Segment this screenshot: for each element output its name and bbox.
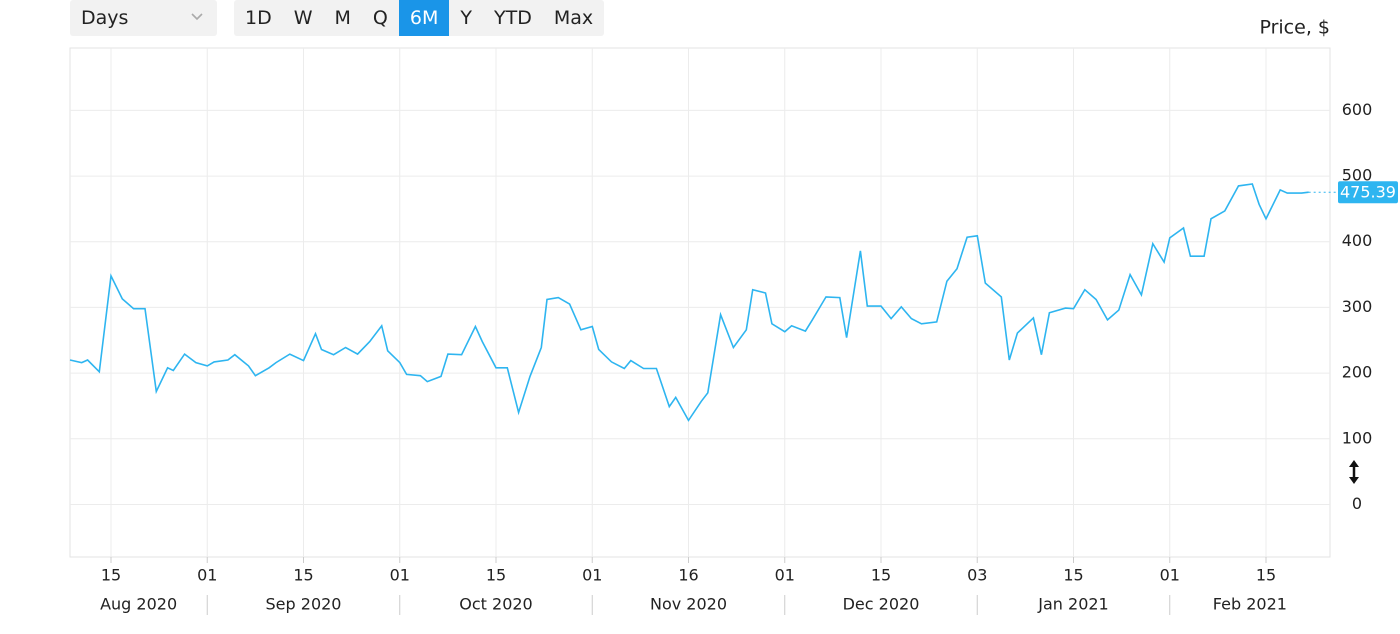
interval-text: Days [81, 7, 129, 29]
y-tick-label: 300 [1342, 297, 1373, 316]
x-tick-label: 01 [775, 566, 795, 585]
month-label: Aug 2020 [100, 595, 177, 614]
range-button[interactable]: Y [460, 7, 472, 29]
interval-dropdown[interactable]: Days [70, 0, 217, 36]
month-label: Dec 2020 [843, 595, 920, 614]
x-tick-label: 01 [1160, 566, 1180, 585]
x-tick-label: 01 [582, 566, 602, 585]
x-tick-label: 15 [486, 566, 506, 585]
resize-icon [1349, 460, 1359, 484]
range-button[interactable]: 6M [398, 0, 450, 36]
y-axis-label: Price, $ [1259, 17, 1330, 39]
month-label: Oct 2020 [459, 595, 532, 614]
y-tick-label: 100 [1342, 428, 1373, 447]
y-tick-label: 0 [1352, 494, 1362, 513]
price-line [69, 183, 1309, 422]
x-tick-label: 15 [1063, 566, 1083, 585]
x-tick-label: 15 [871, 566, 891, 585]
month-label: Nov 2020 [650, 595, 727, 614]
range-button[interactable]: 1D [245, 7, 272, 29]
last-price-label: 475.39 [1340, 183, 1396, 202]
last-price-badge [1338, 181, 1398, 204]
y-tick-label: 200 [1342, 363, 1373, 382]
month-label: Feb 2021 [1213, 595, 1287, 614]
y-tick-label: 600 [1342, 100, 1373, 119]
x-tick-label: 15 [101, 566, 121, 585]
range-button[interactable]: Q [372, 7, 388, 29]
range-button[interactable]: YTD [493, 7, 532, 29]
x-tick-label: 01 [197, 566, 217, 585]
month-label: Jan 2021 [1037, 595, 1108, 614]
dropdown-caret [191, 13, 203, 21]
plot-frame [69, 47, 1331, 558]
y-tick-label: 500 [1342, 166, 1373, 185]
y-tick-label: 400 [1342, 231, 1373, 250]
range-button[interactable]: Max [553, 7, 594, 29]
x-tick-label: 01 [390, 566, 410, 585]
x-tick-label: 15 [293, 566, 313, 585]
range-button[interactable]: W [293, 7, 313, 29]
x-tick-label: 03 [967, 566, 987, 585]
x-tick-label: 15 [1256, 566, 1276, 585]
range-buttons: 1D W M Q 6M Y YTD Max [234, 0, 605, 36]
range-button[interactable]: M [334, 7, 351, 29]
x-tick-label: 16 [678, 566, 698, 585]
month-label: Sep 2020 [266, 595, 342, 614]
